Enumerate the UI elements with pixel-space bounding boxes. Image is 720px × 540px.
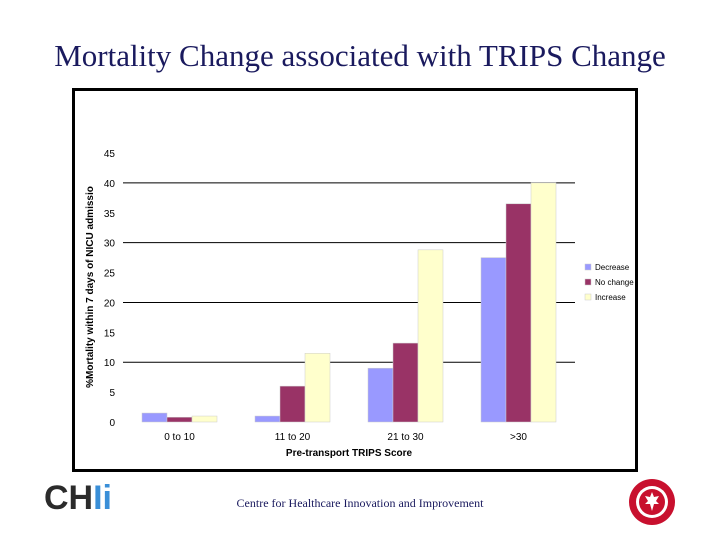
chii-logo: CHIi: [44, 478, 112, 518]
legend-label: Increase: [595, 293, 626, 302]
bar-decrease-3: [480, 257, 507, 423]
bar-increase-2: [417, 249, 444, 423]
bar-decrease-1: [254, 415, 281, 423]
x-tick-label: >30: [510, 432, 527, 443]
bar-increase-3: [530, 182, 557, 423]
logo-part-ch: CH: [44, 479, 94, 517]
x-tick-label: 21 to 30: [387, 432, 424, 443]
bar-no-change-1: [279, 385, 306, 423]
y-tick-label: 40: [104, 179, 116, 190]
y-tick-label: 20: [104, 298, 116, 309]
y-tick-label: 10: [104, 358, 116, 369]
y-tick-label: 5: [109, 388, 115, 399]
legend-swatch: [584, 293, 592, 301]
y-tick-label: 35: [104, 209, 116, 220]
chart-frame: 0 5 10 15 20 25 30 35 40 45 %Mortality within 7 da…: [72, 88, 638, 472]
legend-label: No change: [595, 278, 634, 287]
bar-decrease-0: [141, 412, 168, 423]
y-tick-label: 45: [104, 149, 116, 160]
legend-swatch: [584, 278, 592, 286]
y-tick-label: 15: [104, 328, 116, 339]
bar-increase-1: [304, 353, 331, 423]
bar-no-change-0: [166, 416, 193, 423]
x-tick-label: 11 to 20: [275, 432, 311, 443]
mortality-bar-chart: 0 5 10 15 20 25 30 35 40 45 %Mortality within 7 da…: [85, 149, 634, 459]
seal-icon: [629, 479, 675, 525]
legend-swatch: [584, 263, 592, 271]
bar-no-change-3: [505, 203, 532, 423]
bar-decrease-2: [367, 367, 394, 423]
x-tick-label: 0 to 10: [164, 432, 195, 443]
legend-label: Decrease: [595, 263, 630, 272]
slide-title: Mortality Change associated with TRIPS C…: [54, 38, 666, 73]
logo-part-ii: Ii: [93, 479, 113, 517]
y-tick-label: 25: [104, 269, 116, 280]
y-axis-label: %Mortality within 7 days of NICU admissi…: [85, 186, 96, 388]
footer-organization: Centre for Healthcare Innovation and Imp…: [236, 496, 484, 510]
bar-no-change-2: [392, 342, 419, 423]
x-axis-label: Pre-transport TRIPS Score: [286, 448, 413, 459]
y-tick-label: 30: [104, 239, 116, 250]
bar-increase-0: [191, 415, 218, 423]
y-tick-label: 0: [109, 418, 115, 429]
